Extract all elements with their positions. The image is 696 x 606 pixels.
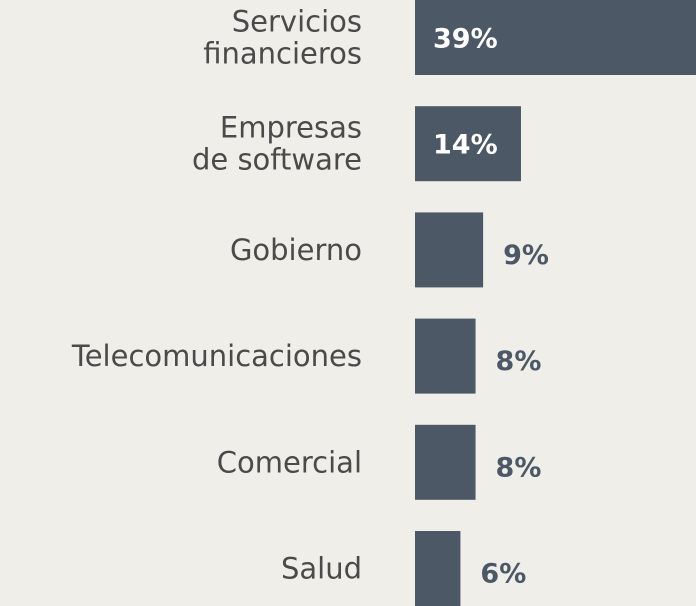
category-label: Empresas de software [192,111,362,177]
value-label: 8% [496,346,542,377]
bar [415,424,476,500]
value-label: 8% [496,452,542,483]
bar [415,212,484,288]
category-label: Telecomunicaciones [71,339,362,373]
category-label: Salud [281,552,362,586]
bar [415,318,476,394]
value-label: 9% [503,240,549,271]
bar [415,531,461,606]
bar [415,0,696,75]
value-label: 14% [433,130,498,161]
value-label: 39% [433,24,498,55]
category-label: Servicios financieros [203,5,362,71]
value-label: 6% [480,559,526,590]
category-label: Comercial [217,445,362,479]
bar [415,106,521,182]
category-label: Gobierno [230,233,362,267]
